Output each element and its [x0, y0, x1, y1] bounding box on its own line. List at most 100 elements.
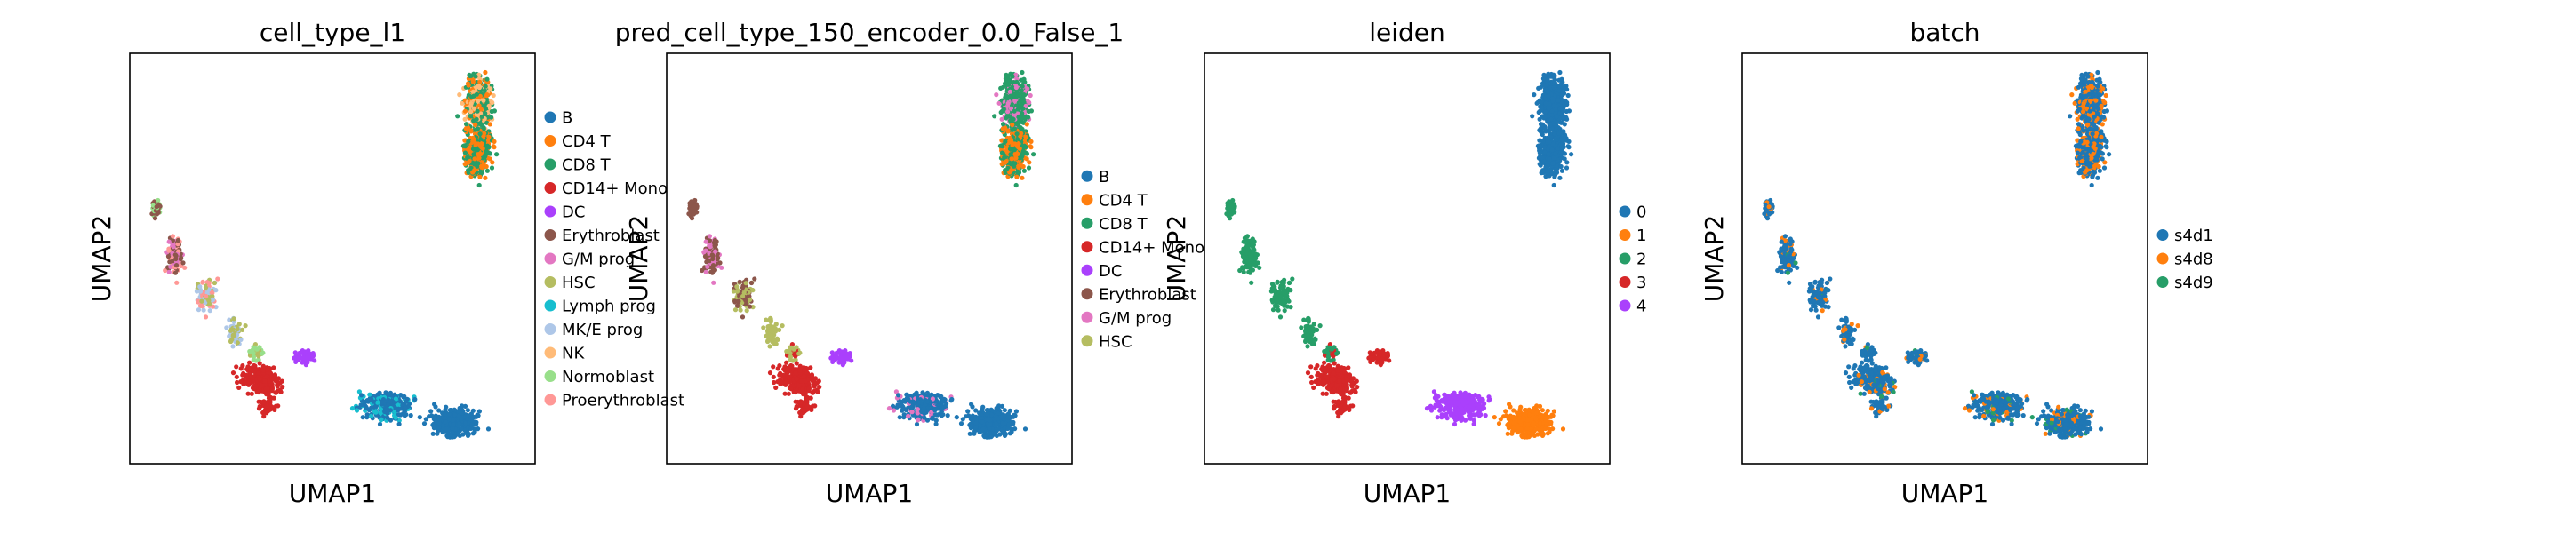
data-point [385, 409, 390, 414]
legend-label: CD14+ Mono [562, 179, 668, 198]
data-point [197, 284, 203, 290]
data-point [1564, 99, 1570, 106]
data-point [476, 99, 481, 104]
data-point [207, 308, 212, 314]
data-point [999, 150, 1004, 155]
data-point [1558, 150, 1564, 155]
data-point [430, 431, 436, 436]
data-point [407, 401, 412, 407]
data-point [354, 408, 360, 413]
data-point [1020, 175, 1025, 180]
data-point [452, 412, 458, 418]
data-point [1014, 174, 1020, 179]
data-point [212, 280, 217, 286]
legend-marker [544, 276, 556, 288]
data-point [468, 100, 474, 107]
data-point [994, 92, 999, 98]
data-point [455, 114, 460, 119]
data-point [1537, 144, 1543, 149]
data-point [378, 407, 383, 412]
data-point [203, 300, 208, 306]
data-point [842, 356, 847, 362]
data-point [1550, 99, 1556, 104]
data-point [1532, 92, 1537, 98]
data-point [230, 370, 236, 376]
data-point [900, 405, 906, 410]
data-point [401, 394, 406, 400]
data-point [486, 145, 492, 150]
data-point [482, 88, 487, 93]
data-point [1012, 161, 1018, 166]
data-point [1021, 76, 1027, 82]
data-point [958, 421, 964, 426]
data-point [1012, 99, 1018, 104]
data-point [452, 434, 457, 440]
data-point [1555, 146, 1560, 151]
data-point [466, 139, 471, 144]
data-point [462, 150, 468, 155]
legend-marker [1081, 288, 1093, 300]
y-axis-label: UMAP2 [87, 215, 116, 303]
data-point [809, 373, 815, 378]
panel-title: leiden [1369, 18, 1445, 47]
legend-marker [1081, 194, 1093, 206]
data-point [275, 384, 280, 389]
data-point [901, 412, 907, 418]
legend-marker [544, 299, 556, 312]
data-point [761, 325, 766, 330]
data-point [305, 356, 310, 362]
data-point [1564, 165, 1570, 171]
data-point [1012, 108, 1017, 114]
data-point [775, 366, 780, 371]
data-point [1006, 422, 1012, 427]
data-point [748, 280, 755, 286]
data-point [891, 408, 897, 413]
legend-marker [544, 182, 556, 194]
data-point [376, 391, 381, 396]
panel-title: cell_type_l1 [260, 18, 405, 47]
legend-marker [544, 135, 556, 147]
data-point [732, 307, 739, 313]
data-point [436, 420, 442, 426]
data-point [484, 163, 489, 170]
data-point [1549, 147, 1555, 153]
data-point [1003, 432, 1008, 437]
data-point [1556, 131, 1562, 136]
data-point [472, 168, 477, 173]
data-point [1019, 88, 1024, 93]
data-point [815, 389, 820, 394]
legend-label: B [562, 109, 572, 128]
data-point [459, 410, 464, 416]
data-point [736, 298, 741, 304]
data-point [767, 344, 772, 349]
data-point [794, 361, 799, 366]
data-point [1547, 139, 1552, 145]
data-point [766, 337, 772, 342]
data-point [272, 373, 278, 378]
data-point [433, 404, 438, 410]
data-point [484, 99, 490, 105]
data-point [703, 269, 708, 274]
data-point [372, 410, 378, 415]
data-point [810, 390, 815, 395]
data-point [490, 99, 495, 106]
data-point [973, 425, 979, 430]
data-point [489, 108, 494, 115]
data-point [268, 370, 273, 375]
data-point [1005, 109, 1011, 115]
data-point [933, 421, 939, 426]
data-point [451, 418, 456, 423]
data-point [1008, 93, 1013, 99]
data-point [740, 285, 746, 290]
legend-label: CD8 T [562, 156, 612, 175]
data-point [1551, 155, 1556, 161]
data-point [469, 422, 475, 427]
data-point [771, 374, 776, 379]
data-point [1549, 126, 1555, 131]
data-point [210, 304, 216, 309]
data-point [793, 406, 799, 411]
data-point [431, 426, 436, 431]
data-point [486, 103, 492, 108]
data-point [1013, 155, 1019, 161]
